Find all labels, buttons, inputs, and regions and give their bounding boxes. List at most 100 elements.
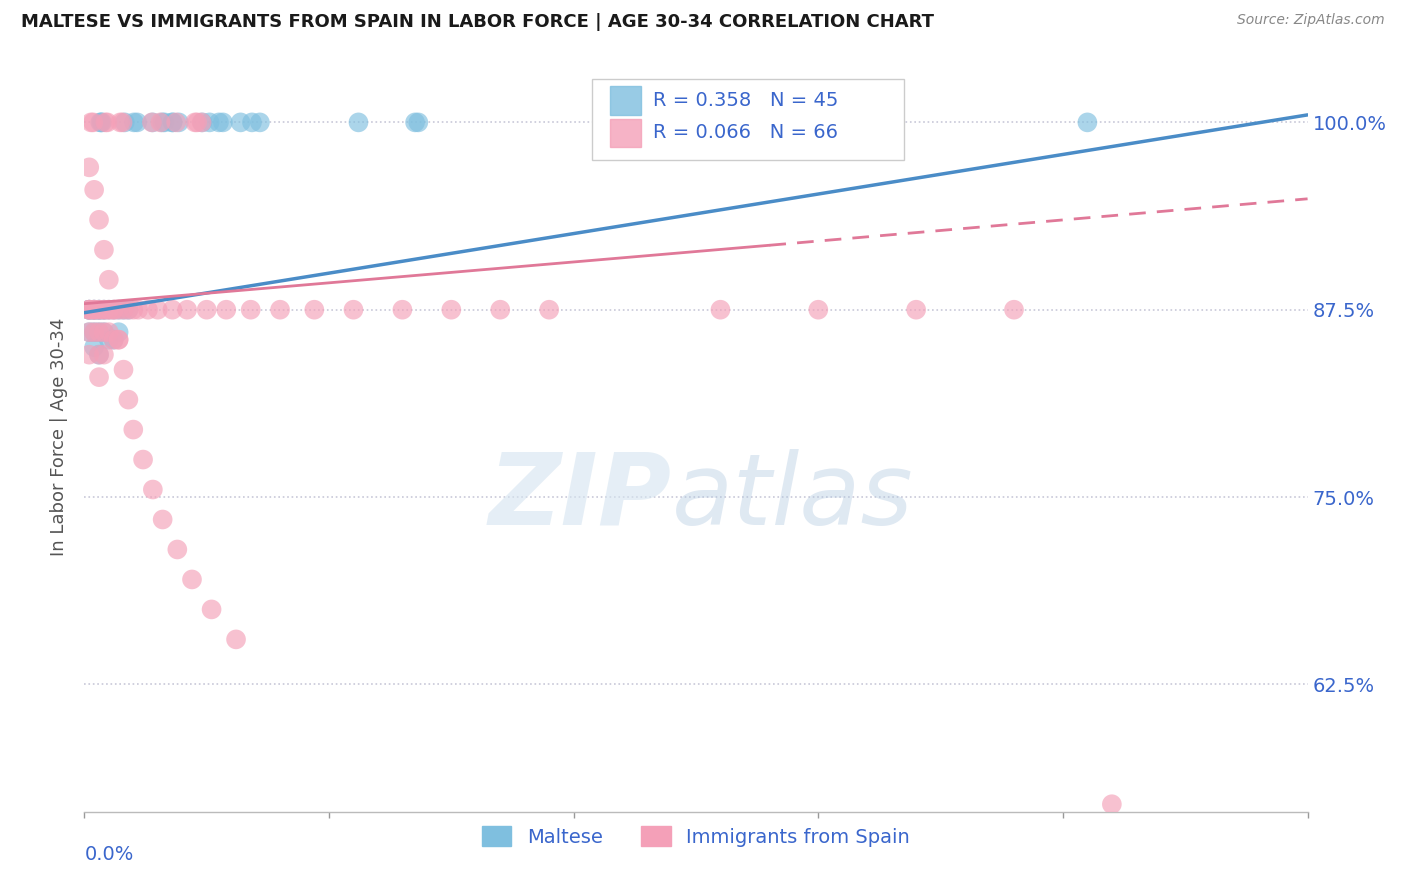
Point bbox=[97, 302, 120, 317]
Point bbox=[93, 243, 115, 257]
Point bbox=[90, 115, 112, 129]
Point bbox=[103, 302, 125, 317]
Point bbox=[165, 115, 187, 129]
Point bbox=[304, 302, 326, 317]
Point bbox=[122, 423, 145, 437]
Point bbox=[97, 302, 120, 317]
Point bbox=[103, 333, 125, 347]
Point bbox=[229, 115, 252, 129]
Point bbox=[83, 325, 105, 339]
Point bbox=[87, 370, 110, 384]
Point bbox=[127, 302, 149, 317]
Point bbox=[149, 115, 172, 129]
Point bbox=[239, 302, 262, 317]
Point bbox=[83, 302, 105, 317]
Point bbox=[176, 302, 198, 317]
Point bbox=[181, 573, 204, 587]
Point bbox=[107, 333, 129, 347]
Point bbox=[612, 115, 634, 129]
Point bbox=[117, 302, 139, 317]
Point bbox=[150, 115, 173, 129]
Point bbox=[107, 302, 129, 317]
Point bbox=[107, 333, 129, 347]
Point bbox=[112, 302, 135, 317]
Point bbox=[83, 302, 105, 317]
Point bbox=[538, 302, 561, 317]
Point bbox=[83, 340, 105, 354]
Point bbox=[249, 115, 271, 129]
Point bbox=[112, 362, 135, 376]
Point bbox=[77, 348, 100, 362]
Text: Source: ZipAtlas.com: Source: ZipAtlas.com bbox=[1237, 13, 1385, 28]
Point bbox=[87, 302, 110, 317]
Point bbox=[1101, 797, 1123, 812]
Point bbox=[127, 115, 149, 129]
Point bbox=[1002, 302, 1025, 317]
Point bbox=[83, 302, 105, 317]
Point bbox=[489, 302, 512, 317]
Point bbox=[83, 183, 105, 197]
Point bbox=[93, 302, 115, 317]
Point bbox=[96, 115, 118, 129]
Point bbox=[142, 115, 165, 129]
Point bbox=[87, 302, 110, 317]
Point bbox=[807, 302, 830, 317]
Point bbox=[77, 161, 100, 175]
Point bbox=[208, 115, 231, 129]
Point bbox=[108, 115, 131, 129]
Point bbox=[97, 302, 120, 317]
Point bbox=[347, 115, 370, 129]
Point bbox=[87, 325, 110, 339]
Point bbox=[734, 115, 756, 129]
Point bbox=[153, 115, 176, 129]
FancyBboxPatch shape bbox=[592, 78, 904, 160]
Point bbox=[122, 302, 145, 317]
Point bbox=[190, 115, 212, 129]
Point bbox=[103, 302, 125, 317]
Point bbox=[80, 115, 103, 129]
Point bbox=[212, 115, 235, 129]
Point bbox=[77, 302, 100, 317]
Point bbox=[77, 302, 100, 317]
Point bbox=[87, 302, 110, 317]
Point bbox=[114, 115, 136, 129]
Bar bbox=[610, 119, 641, 147]
Point bbox=[162, 115, 184, 129]
Point bbox=[440, 302, 463, 317]
Point bbox=[103, 333, 125, 347]
Point bbox=[905, 302, 928, 317]
Legend: Maltese, Immigrants from Spain: Maltese, Immigrants from Spain bbox=[474, 818, 918, 855]
Point bbox=[122, 115, 145, 129]
Point bbox=[77, 302, 100, 317]
Point bbox=[91, 115, 114, 129]
Point bbox=[83, 302, 105, 317]
Y-axis label: In Labor Force | Age 30-34: In Labor Force | Age 30-34 bbox=[51, 318, 69, 557]
Point bbox=[225, 632, 247, 647]
Point bbox=[342, 302, 364, 317]
Point bbox=[93, 302, 115, 317]
Point bbox=[87, 348, 110, 362]
Point bbox=[77, 325, 100, 339]
Point bbox=[141, 115, 163, 129]
Text: atlas: atlas bbox=[672, 449, 912, 546]
Point bbox=[162, 302, 184, 317]
Point bbox=[146, 302, 169, 317]
Point bbox=[89, 115, 111, 129]
Point bbox=[404, 115, 426, 129]
Point bbox=[107, 302, 129, 317]
Point bbox=[142, 483, 165, 497]
Bar bbox=[610, 87, 641, 115]
Point bbox=[136, 302, 159, 317]
Point bbox=[184, 115, 207, 129]
Point bbox=[93, 325, 115, 339]
Point bbox=[83, 302, 105, 317]
Point bbox=[167, 115, 190, 129]
Point bbox=[97, 325, 120, 339]
Point bbox=[87, 325, 110, 339]
Point bbox=[117, 392, 139, 407]
Point bbox=[77, 325, 100, 339]
Point bbox=[152, 512, 174, 526]
Point bbox=[83, 325, 105, 339]
Point bbox=[77, 302, 100, 317]
Point bbox=[408, 115, 430, 129]
